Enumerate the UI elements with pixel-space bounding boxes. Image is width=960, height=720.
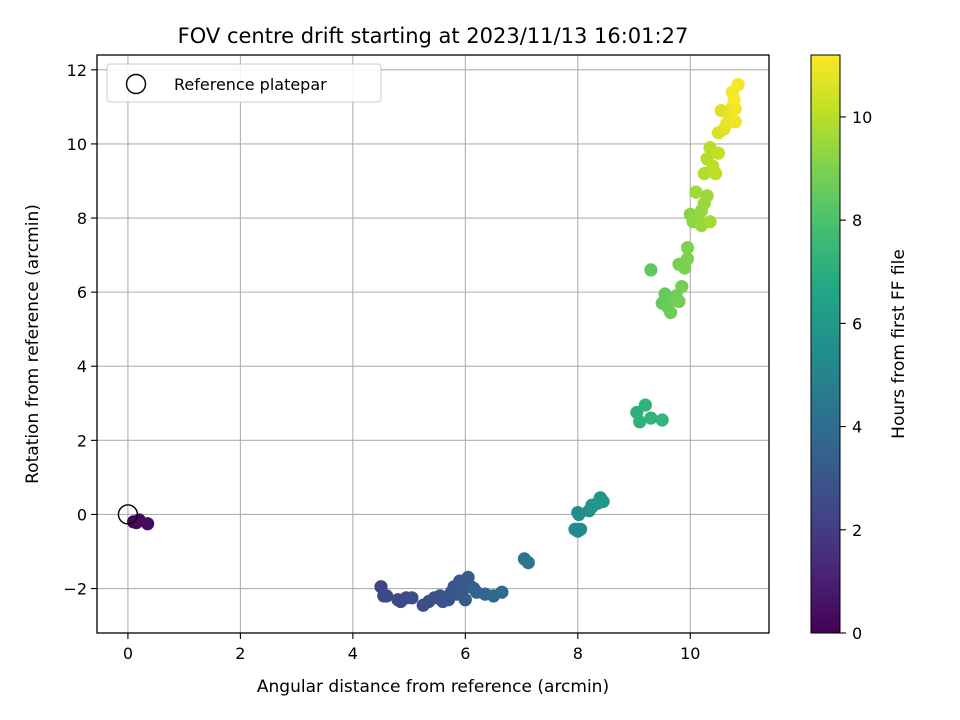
data-point: [572, 507, 586, 521]
colorbar-label: Hours from first FF file: [889, 249, 909, 439]
data-point: [585, 500, 599, 514]
data-point: [405, 591, 419, 605]
x-tick-label: 6: [460, 644, 470, 663]
data-point: [141, 517, 155, 531]
x-tick-label: 10: [680, 644, 700, 663]
y-tick-label: 0: [77, 505, 87, 524]
colorbar-tick-label: 0: [852, 624, 862, 643]
colorbar-tick-label: 4: [852, 418, 862, 437]
scatter-points: [127, 78, 745, 612]
data-point: [458, 593, 472, 607]
data-point: [675, 280, 689, 294]
y-tick-label: 2: [77, 431, 87, 450]
colorbar: 0 2 4 6 8 10 Hours from first FF file: [810, 54, 909, 643]
y-axis-ticks: −2 0 2 4 6 8 10 12: [63, 61, 97, 599]
y-tick-label: 12: [67, 61, 87, 80]
data-point: [727, 92, 741, 107]
colorbar-tick-label: 2: [852, 521, 862, 540]
data-point: [680, 241, 695, 255]
legend-label: Reference platepar: [174, 75, 327, 94]
x-tick-label: 8: [573, 644, 583, 663]
legend-marker-icon: [125, 73, 147, 95]
y-tick-label: 4: [77, 357, 87, 376]
chart-title: FOV centre drift starting at 2023/11/13 …: [178, 24, 689, 48]
y-tick-label: 6: [77, 283, 87, 302]
data-point: [689, 185, 703, 199]
data-point: [521, 556, 535, 570]
data-point: [700, 189, 714, 203]
data-point: [596, 494, 610, 509]
data-point: [711, 146, 726, 160]
data-point: [574, 522, 588, 536]
y-tick-label: −2: [63, 580, 87, 599]
reference-platepar-point: [117, 504, 139, 525]
data-point: [728, 115, 742, 129]
colorbar-gradient: [810, 54, 841, 634]
data-point: [655, 413, 669, 427]
grid: [97, 55, 769, 633]
data-point: [664, 305, 678, 320]
data-point: [129, 516, 143, 530]
x-tick-label: 0: [123, 644, 133, 663]
x-axis-label: Angular distance from reference (arcmin): [257, 677, 609, 697]
x-tick-label: 4: [348, 644, 358, 663]
data-point: [638, 398, 652, 412]
legend-box: [106, 63, 382, 103]
reference-marker: [117, 504, 139, 525]
y-tick-label: 10: [67, 135, 87, 154]
legend: Reference platepar: [106, 63, 382, 103]
data-point: [703, 215, 717, 229]
data-point: [680, 252, 695, 266]
colorbar-tick-label: 6: [852, 314, 862, 333]
y-axis-label: Rotation from reference (arcmin): [23, 204, 43, 484]
data-point: [380, 589, 394, 603]
x-tick-label: 2: [235, 644, 245, 663]
colorbar-tick-label: 10: [852, 108, 872, 127]
plot-frame: [96, 54, 770, 634]
data-point: [633, 415, 647, 429]
colorbar-ticks: 0 2 4 6 8 10: [840, 108, 872, 643]
colorbar-tick-label: 8: [852, 211, 862, 230]
x-axis-ticks: 0 2 4 6 8 10: [123, 633, 700, 663]
data-point: [672, 294, 686, 308]
data-point: [644, 411, 658, 425]
y-tick-label: 8: [77, 209, 87, 228]
data-point: [709, 167, 723, 181]
data-point: [644, 263, 658, 277]
data-point: [697, 167, 711, 181]
data-point: [495, 585, 509, 599]
data-point: [731, 78, 745, 92]
